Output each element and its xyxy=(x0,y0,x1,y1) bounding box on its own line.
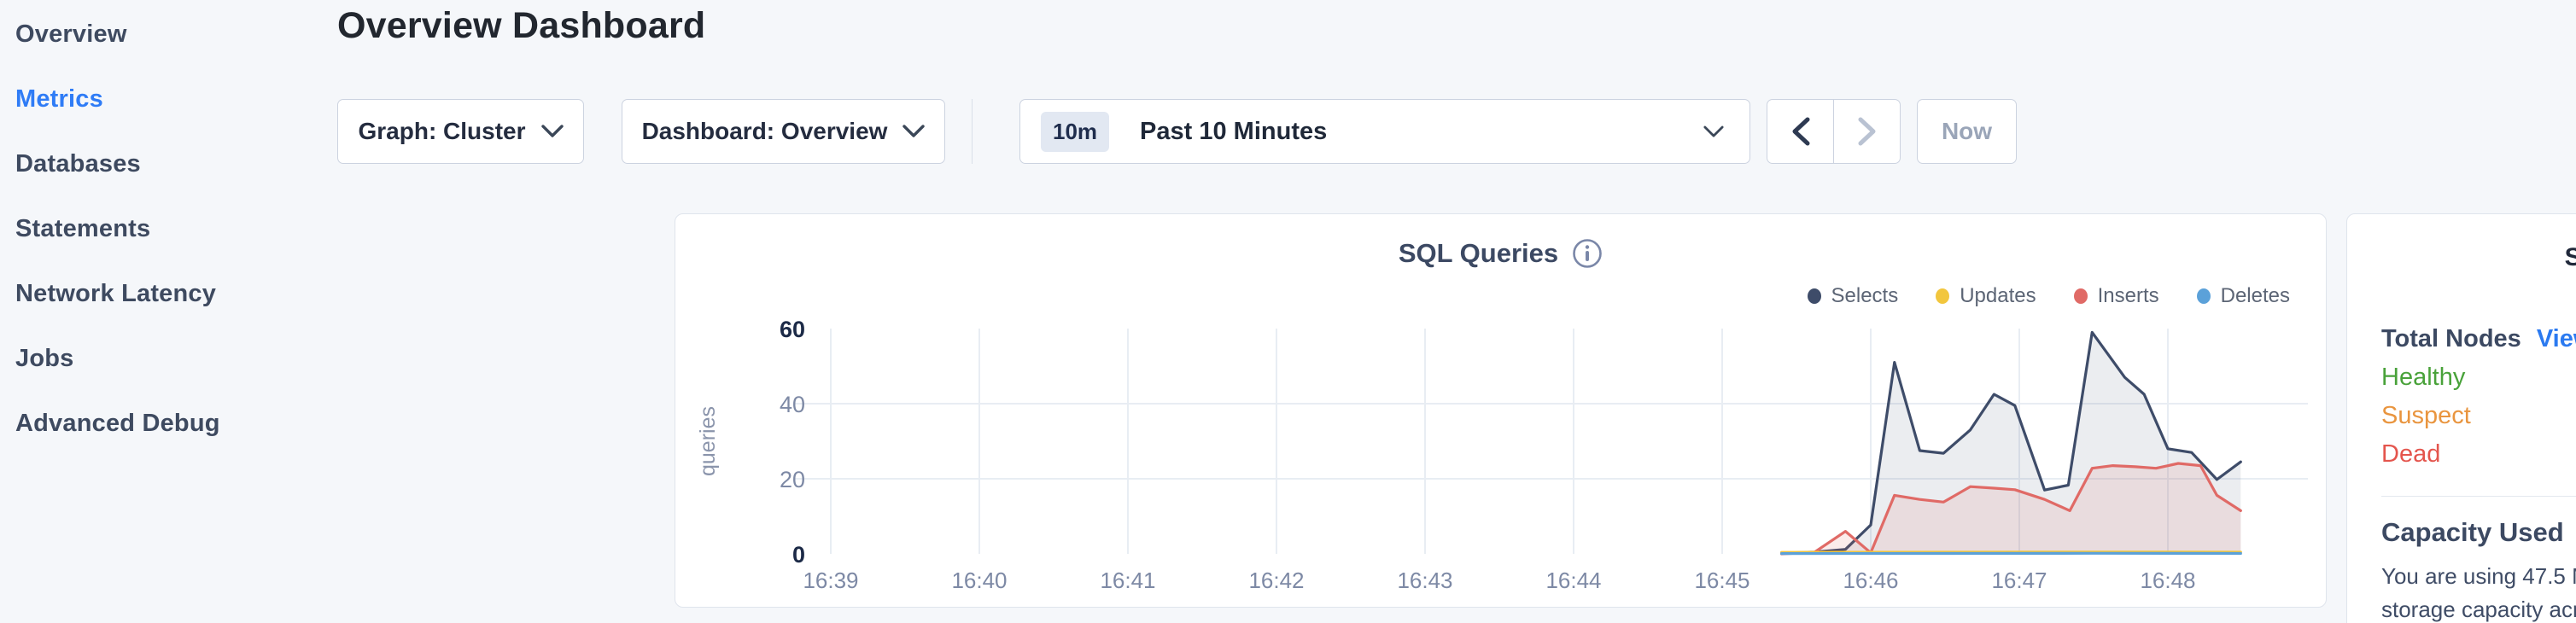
summary-divider xyxy=(2381,496,2576,497)
capacity-used-label: Capacity Used xyxy=(2381,517,2564,547)
svg-text:16:42: 16:42 xyxy=(1248,568,1304,593)
legend-dot-selects xyxy=(1807,288,1821,304)
controls-divider xyxy=(972,99,973,164)
summary-title: Summary xyxy=(2564,243,2576,271)
chart-title: SQL Queries xyxy=(1398,238,1559,268)
page-title: Overview Dashboard xyxy=(337,5,706,46)
sidebar-item-statements[interactable]: Statements xyxy=(15,214,151,242)
time-range-label: Past 10 Minutes xyxy=(1140,117,1328,145)
sidebar-item-network-latency[interactable]: Network Latency xyxy=(15,279,217,307)
capacity-used-row: Capacity Used 0.01% xyxy=(2381,512,2576,553)
summary-panel: Summary Total NodesView nodes list3Healt… xyxy=(2346,213,2576,623)
time-step-buttons xyxy=(1767,99,1901,164)
controls-bar: Graph: Cluster Dashboard: Overview 10m P… xyxy=(337,99,2017,164)
chevron-right-icon xyxy=(1858,117,1875,146)
sidebar-item-jobs[interactable]: Jobs xyxy=(15,344,74,372)
chevron-down-icon xyxy=(902,125,926,137)
svg-text:16:39: 16:39 xyxy=(803,568,858,593)
legend-item-inserts[interactable]: Inserts xyxy=(2073,284,2159,308)
chart-legend: Selects Updates Inserts Deletes xyxy=(1807,284,2290,308)
svg-text:queries: queries xyxy=(696,406,720,476)
time-range-dropdown[interactable]: 10m Past 10 Minutes xyxy=(1019,99,1750,164)
svg-text:40: 40 xyxy=(780,392,805,417)
svg-text:60: 60 xyxy=(780,317,805,342)
summary-row-healthy: Healthy2 xyxy=(2381,358,2576,397)
svg-text:16:43: 16:43 xyxy=(1397,568,1452,593)
time-step-forward-button[interactable] xyxy=(1834,100,1900,163)
legend-dot-deletes xyxy=(2196,288,2211,304)
summary-row-dead: Dead0 xyxy=(2381,435,2576,474)
svg-text:16:47: 16:47 xyxy=(1991,568,2047,593)
graph-scope-dropdown-label: Graph: Cluster xyxy=(358,118,526,144)
legend-label: Inserts xyxy=(2097,284,2159,307)
sql-queries-chart-card: SQL Queries Selects Updates Inserts Deletes… xyxy=(675,213,2327,608)
svg-text:16:48: 16:48 xyxy=(2140,568,2195,593)
dashboard-dropdown[interactable]: Dashboard: Overview xyxy=(622,99,945,164)
svg-text:16:41: 16:41 xyxy=(1100,568,1155,593)
info-icon[interactable] xyxy=(1572,238,1603,269)
chart-plot-area[interactable]: 16:39 16:40 16:41 16:42 16:43 16:44 16:45 16:46… xyxy=(675,214,2326,607)
legend-label: Selects xyxy=(1831,284,1899,307)
sidebar-item-advanced-debug[interactable]: Advanced Debug xyxy=(15,409,220,437)
chevron-down-icon xyxy=(540,125,564,137)
summary-row-label: Total Nodes xyxy=(2381,325,2521,352)
graph-scope-dropdown[interactable]: Graph: Cluster xyxy=(337,99,584,164)
legend-item-deletes[interactable]: Deletes xyxy=(2196,284,2290,308)
svg-text:20: 20 xyxy=(780,467,805,492)
legend-item-selects[interactable]: Selects xyxy=(1807,284,1899,308)
legend-label: Updates xyxy=(1960,284,2036,307)
summary-rows: Total NodesView nodes list3Healthy2Suspe… xyxy=(2381,320,2576,474)
chevron-left-icon xyxy=(1792,117,1809,146)
legend-item-updates[interactable]: Updates xyxy=(1936,284,2036,308)
svg-text:16:40: 16:40 xyxy=(951,568,1007,593)
legend-dot-inserts xyxy=(2073,288,2088,304)
legend-dot-updates xyxy=(1936,288,1950,304)
summary-row-label: Suspect xyxy=(2381,402,2471,429)
sidebar-item-overview[interactable]: Overview xyxy=(15,20,127,48)
chevron-down-icon xyxy=(1703,125,1724,137)
sidebar-nav-list: Overview Metrics Databases Statements Networ… xyxy=(15,2,337,456)
svg-text:0: 0 xyxy=(792,542,805,568)
sidebar-item-metrics[interactable]: Metrics xyxy=(15,84,103,113)
view-nodes-list-link[interactable]: View nodes list xyxy=(2536,325,2576,352)
dashboard-dropdown-label: Dashboard: Overview xyxy=(641,118,888,144)
summary-row-total-nodes: Total NodesView nodes list3 xyxy=(2381,320,2576,358)
summary-row-label: Dead xyxy=(2381,440,2441,468)
summary-row-suspect: Suspect1 xyxy=(2381,397,2576,435)
now-button[interactable]: Now xyxy=(1917,99,2017,164)
summary-row-label: Healthy xyxy=(2381,364,2466,391)
svg-text:16:45: 16:45 xyxy=(1694,568,1749,593)
capacity-used-description: You are using 47.5 MiB of 515.9 GiB usab… xyxy=(2381,563,2576,622)
chart-title-row: SQL Queries xyxy=(675,238,2326,269)
svg-text:16:44: 16:44 xyxy=(1545,568,1601,593)
svg-text:16:46: 16:46 xyxy=(1843,568,1898,593)
sidebar: Overview Metrics Databases Statements Networ… xyxy=(0,0,337,623)
legend-label: Deletes xyxy=(2220,284,2290,307)
sql-queries-chart: 16:39 16:40 16:41 16:42 16:43 16:44 16:45 16:46… xyxy=(696,317,2308,593)
time-step-back-button[interactable] xyxy=(1767,100,1834,163)
time-range-badge: 10m xyxy=(1041,111,1110,152)
sidebar-item-databases[interactable]: Databases xyxy=(15,149,141,178)
